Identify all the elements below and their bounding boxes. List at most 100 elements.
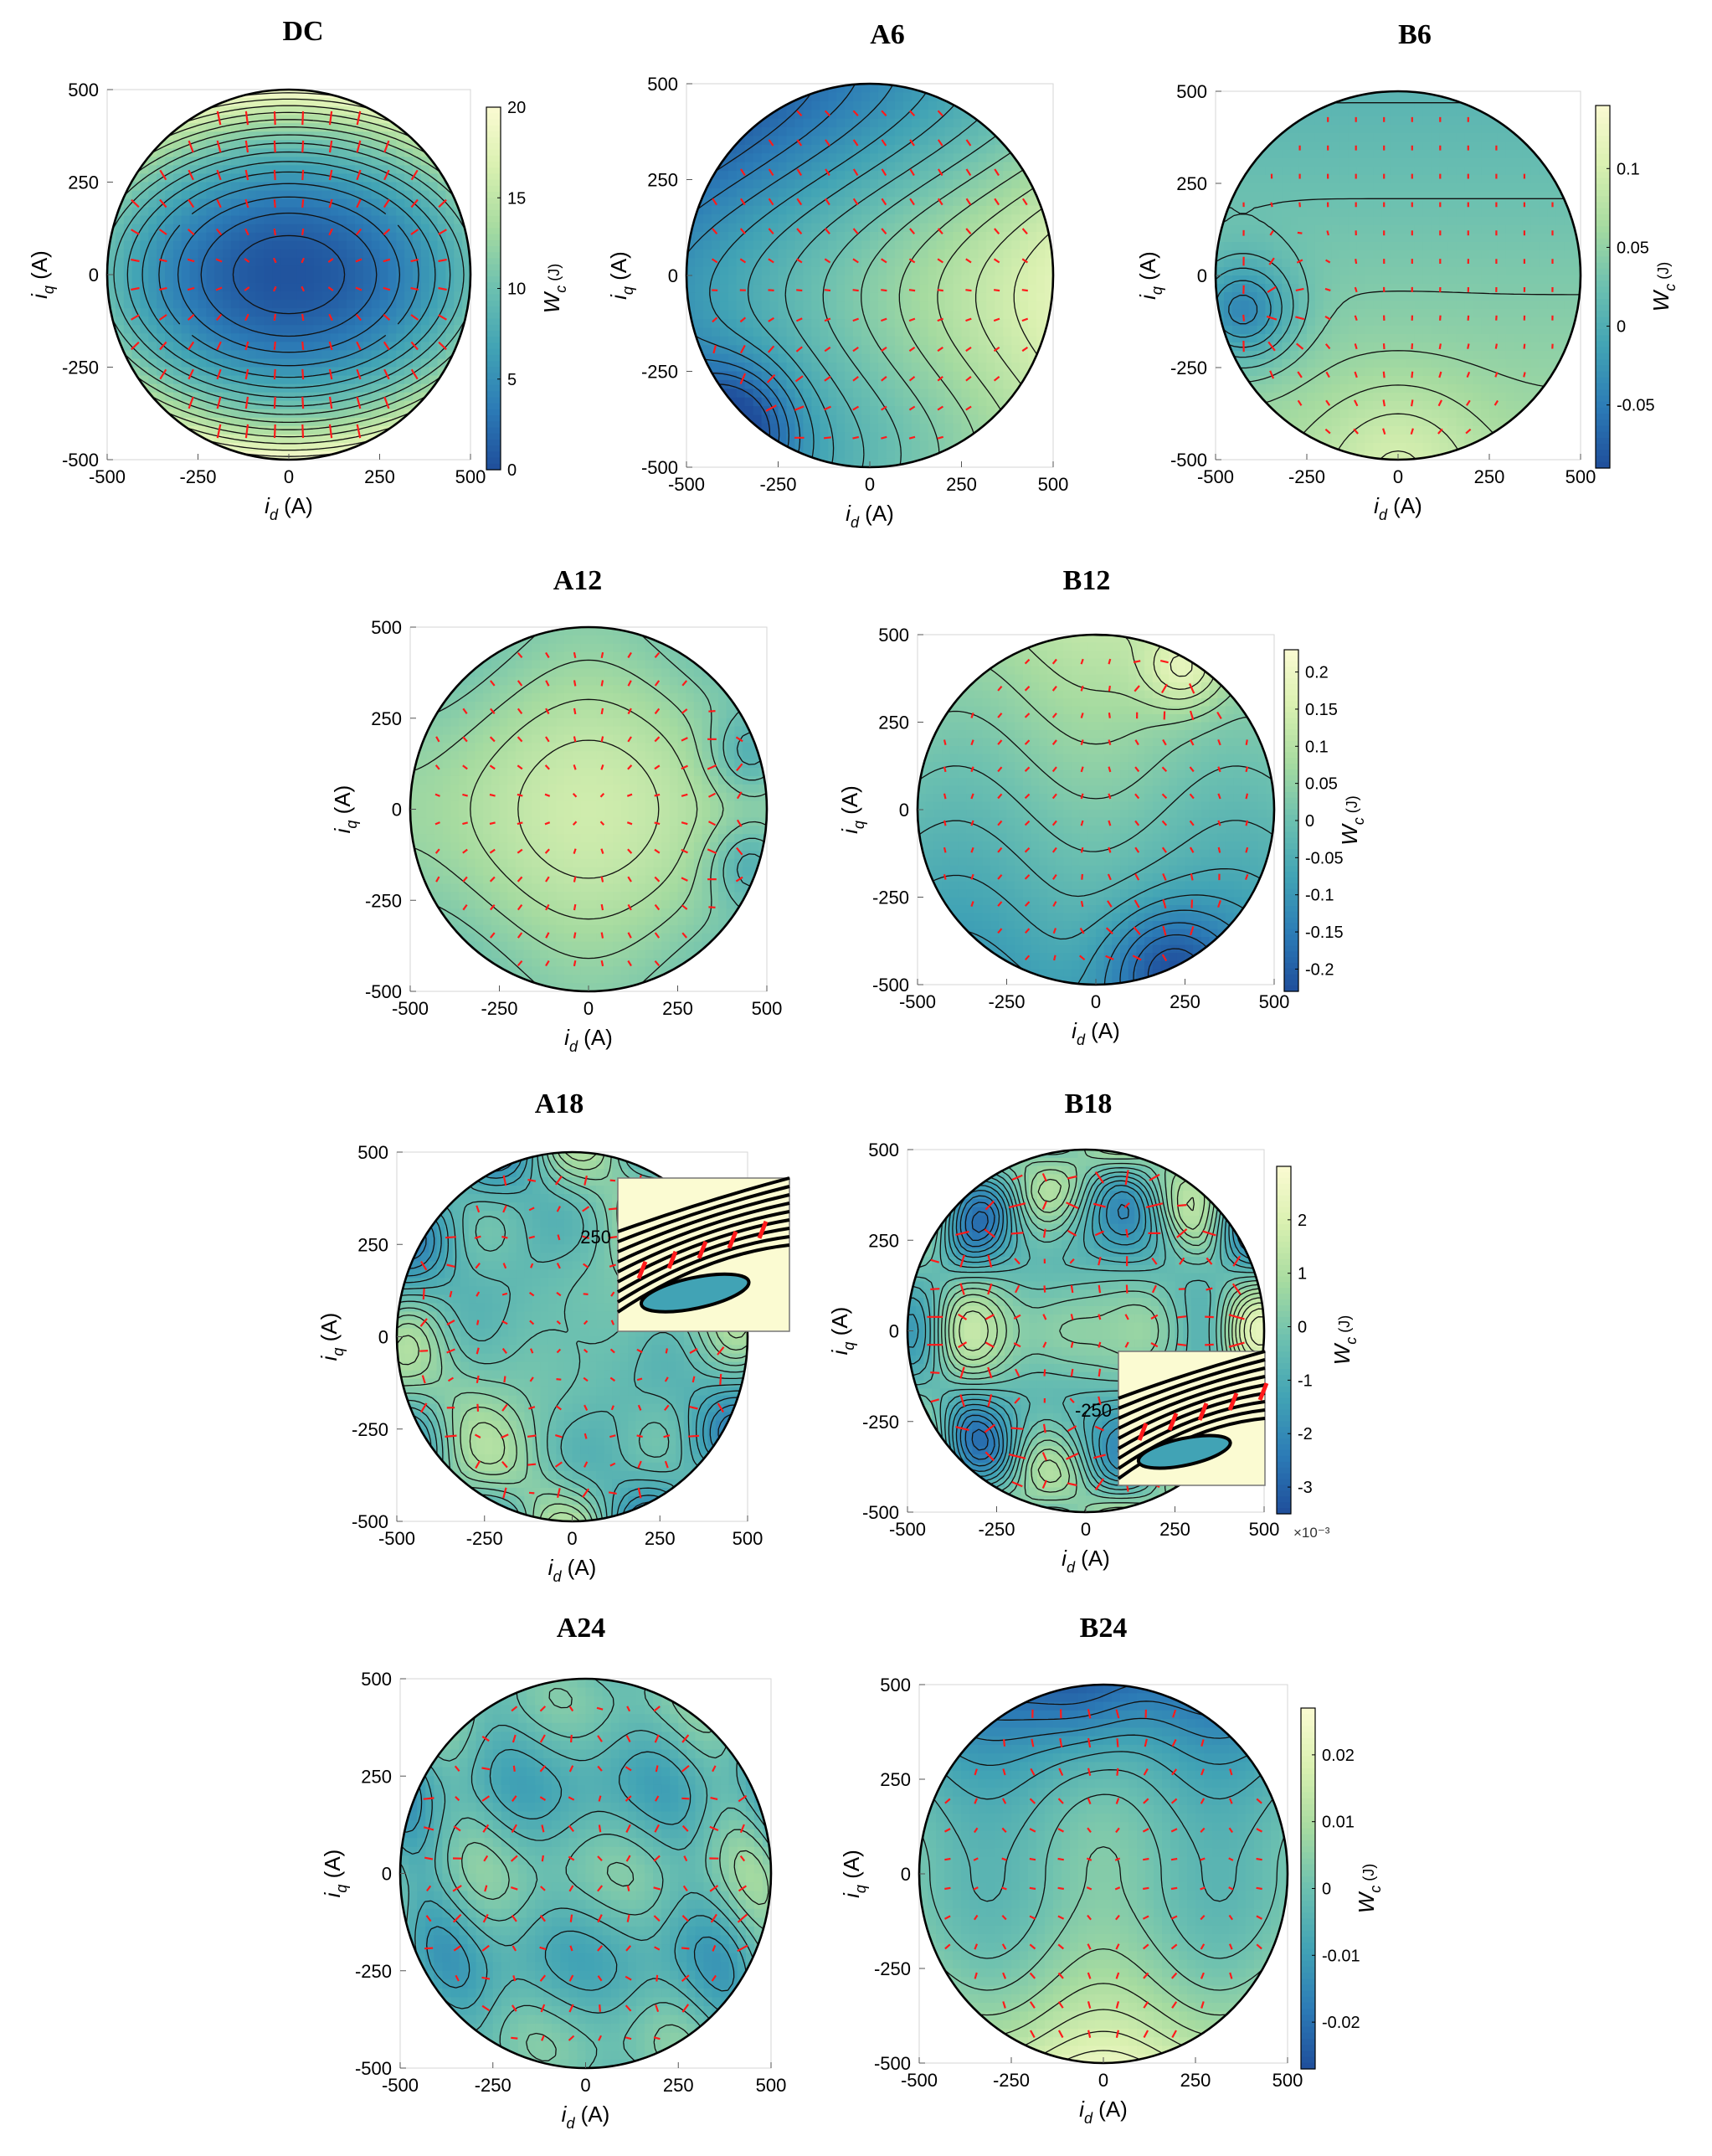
force-arrow xyxy=(568,2035,575,2041)
force-arrow xyxy=(627,764,633,770)
force-arrow xyxy=(768,289,774,291)
force-arrow xyxy=(681,1947,690,1950)
force-arrow xyxy=(1029,1857,1036,1861)
force-arrow xyxy=(1228,1314,1245,1320)
force-arrow xyxy=(1190,926,1195,936)
force-arrow xyxy=(1245,766,1249,773)
force-arrow xyxy=(930,1258,940,1263)
colorbar-tick-label: 2 xyxy=(1298,1212,1307,1230)
force-arrow xyxy=(852,435,860,440)
force-arrow xyxy=(517,736,523,743)
x-tick-label: -500 xyxy=(668,474,705,495)
force-arrow xyxy=(1067,1425,1077,1432)
force-arrow xyxy=(1171,1768,1178,1776)
colorbar-label: Wc (J) xyxy=(1648,262,1679,312)
force-arrow xyxy=(545,903,550,911)
force-arrow xyxy=(512,1734,517,1743)
force-arrow xyxy=(490,680,496,687)
force-arrow xyxy=(244,198,249,208)
force-arrow xyxy=(1041,1452,1047,1461)
force-arrow xyxy=(1115,2030,1119,2038)
force-arrow xyxy=(510,1855,518,1862)
force-arrow xyxy=(1001,1827,1007,1834)
colorbar-tick-label: 0.05 xyxy=(1617,239,1649,257)
force-arrow xyxy=(1124,1341,1129,1348)
force-arrow xyxy=(943,766,947,773)
force-arrows xyxy=(943,1709,1263,2039)
x-tick-label: 500 xyxy=(1249,1519,1280,1540)
heatmap xyxy=(400,1679,771,2068)
force-arrow xyxy=(625,1824,631,1833)
force-arrow xyxy=(944,1886,951,1891)
force-arrow xyxy=(1086,1857,1092,1861)
force-arrow xyxy=(908,376,916,382)
force-arrow xyxy=(1115,1827,1120,1834)
force-arrow xyxy=(937,435,943,440)
force-arrow xyxy=(301,424,305,439)
force-arrow xyxy=(987,1283,993,1295)
y-tick-label: -250 xyxy=(641,362,678,383)
force-arrow xyxy=(1116,1768,1119,1776)
force-arrow xyxy=(1057,1828,1065,1833)
force-arrow xyxy=(1092,1454,1106,1459)
force-arrow xyxy=(985,1200,995,1211)
force-arrow xyxy=(502,1175,507,1186)
force-arrow xyxy=(584,1404,589,1411)
force-arrow xyxy=(573,708,577,715)
force-arrow xyxy=(1029,1972,1036,1979)
force-arrow xyxy=(1217,766,1221,773)
y-tick-label: 0 xyxy=(899,800,909,821)
force-arrow xyxy=(600,848,604,854)
force-arrow xyxy=(689,1348,698,1354)
force-arrow xyxy=(1200,1972,1205,1979)
subplot-title: B12 xyxy=(1063,565,1111,596)
force-arrow xyxy=(739,258,747,264)
force-arrow xyxy=(1202,1230,1216,1237)
subplot-title: A18 xyxy=(535,1088,584,1119)
force-arrow xyxy=(997,739,1003,745)
force-arrow xyxy=(739,1855,746,1862)
y-tick-label: 0 xyxy=(378,1327,388,1348)
x-tick-label: -250 xyxy=(481,998,517,1019)
colorbar-tick-label: 0 xyxy=(1298,1319,1307,1337)
force-arrow xyxy=(554,1461,563,1468)
force-arrow xyxy=(937,346,943,352)
force-arrow xyxy=(1001,1857,1007,1861)
force-arrow xyxy=(708,906,716,908)
force-arrow xyxy=(489,764,496,770)
force-arrow xyxy=(511,1824,517,1834)
force-arrow xyxy=(482,1913,489,1923)
colorbar-label: Wc (J) xyxy=(1337,795,1367,846)
force-arrow xyxy=(187,313,195,322)
force-arrow xyxy=(410,198,419,208)
force-arrow xyxy=(1494,372,1499,378)
force-arrow xyxy=(356,341,362,351)
force-arrow xyxy=(997,766,1003,773)
force-arrow xyxy=(435,736,440,743)
force-arrow xyxy=(568,1824,574,1833)
force-arrow xyxy=(1024,766,1031,772)
force-arrow xyxy=(681,793,688,797)
force-arrow xyxy=(965,317,972,322)
force-arrow xyxy=(1067,1175,1077,1180)
force-arrow xyxy=(1205,1315,1214,1319)
y-tick-label: 500 xyxy=(361,1669,392,1690)
force-arrow xyxy=(597,1914,603,1923)
force-arrow xyxy=(556,1206,561,1212)
force-arrow xyxy=(1029,1886,1036,1891)
force-arrow xyxy=(438,229,447,235)
force-arrow xyxy=(1094,1230,1104,1237)
force-arrow xyxy=(1143,1798,1149,1804)
force-arrow xyxy=(1439,315,1442,321)
force-arrow xyxy=(216,198,222,208)
force-arrow xyxy=(600,932,604,939)
force-arrow xyxy=(1001,1943,1007,1950)
force-arrow xyxy=(1011,1174,1023,1181)
force-arrow xyxy=(557,1234,561,1241)
x-tick-label: -500 xyxy=(382,2075,419,2096)
force-arrow xyxy=(1080,739,1084,746)
x-tick-label: -500 xyxy=(901,2070,938,2091)
force-arrow xyxy=(475,1460,481,1469)
force-arrow xyxy=(1069,1397,1075,1404)
force-arrow xyxy=(1244,873,1249,880)
